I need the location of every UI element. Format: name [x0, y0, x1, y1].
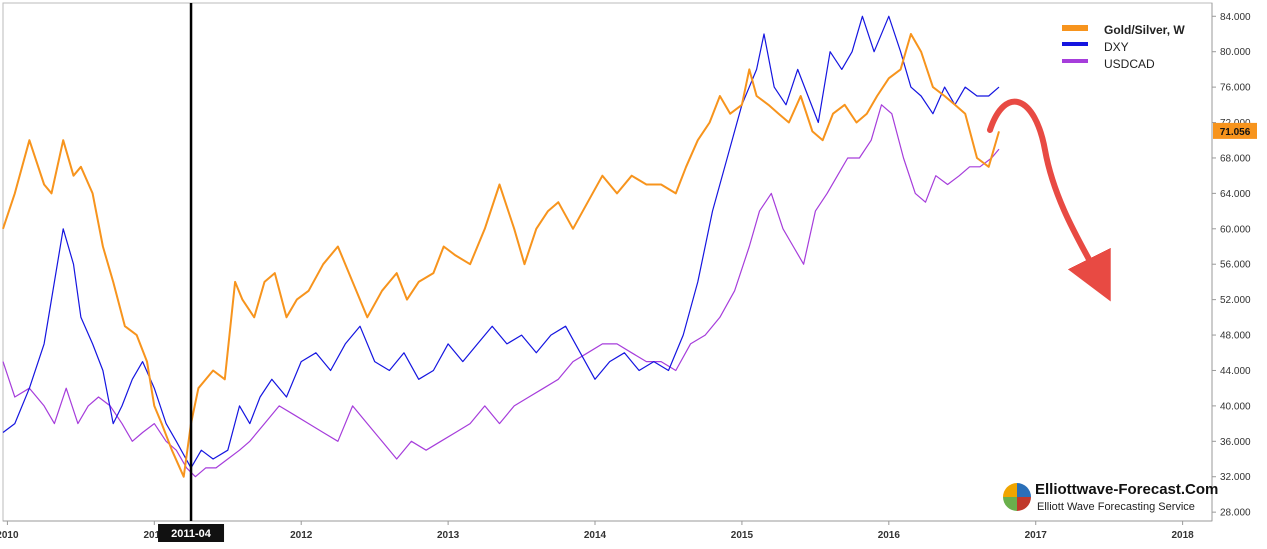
watermark-title: Elliottwave-Forecast.Com: [1035, 481, 1219, 498]
y-tick-label: 36.000: [1220, 437, 1251, 448]
legend-swatch: [1062, 59, 1088, 63]
x-tick-label: 2017: [1025, 530, 1048, 541]
logo-icon: [1003, 483, 1031, 511]
y-tick-label: 44.000: [1220, 366, 1251, 377]
y-tick-label: 64.000: [1220, 189, 1251, 200]
x-tick-label: 2018: [1171, 530, 1194, 541]
series-line-usdcad: [2, 104, 1000, 478]
watermark: Elliottwave-Forecast.Com Elliott Wave Fo…: [1003, 480, 1218, 516]
legend-swatch: [1062, 42, 1088, 46]
plot-frame: [2, 2, 1213, 522]
legend: Gold/Silver, W DXY USDCAD: [1062, 23, 1185, 71]
y-tick-label: 76.000: [1220, 83, 1251, 94]
y-tick-label: 48.000: [1220, 331, 1251, 342]
time-marker: 2011-04: [158, 3, 225, 542]
y-tick-label: 80.000: [1220, 47, 1251, 58]
series-line-dxy: [2, 15, 1000, 469]
marker-label-bg: [158, 524, 225, 542]
series-layer: [2, 15, 1000, 478]
last-value-label: 71.056: [1220, 127, 1251, 138]
legend-label: DXY: [1104, 40, 1129, 54]
x-tick-label: 2016: [878, 530, 901, 541]
y-tick-label: 56.000: [1220, 260, 1251, 271]
x-tick-label: 2011: [143, 530, 165, 541]
legend-label: USDCAD: [1104, 57, 1155, 71]
marker-label: 2011-04: [171, 528, 212, 540]
y-tick-label: 68.000: [1220, 153, 1251, 164]
x-tick-label: 2010: [0, 530, 19, 541]
y-axis-ticks: 84.00080.00076.00072.00068.00064.00060.0…: [1212, 12, 1251, 519]
y-tick-label: 28.000: [1220, 508, 1251, 519]
y-tick-label: 60.000: [1220, 224, 1251, 235]
x-axis-ticks: 2010 2011 2012 2013 2014 2015 2016 2017 2018: [0, 521, 1194, 541]
y-tick-label: 84.000: [1220, 12, 1251, 23]
watermark-subtitle: Elliott Wave Forecasting Service: [1037, 501, 1195, 513]
x-tick-label: 2015: [731, 530, 754, 541]
y-tick-label: 40.000: [1220, 401, 1251, 412]
last-value-badge: 71.056: [1213, 122, 1257, 139]
y-tick-label: 52.000: [1220, 295, 1251, 306]
projection-arrow: [987, 98, 1111, 302]
x-tick-label: 2012: [290, 530, 313, 541]
legend-swatch: [1062, 25, 1088, 31]
last-value-bg: [1213, 122, 1257, 139]
x-tick-label: 2013: [437, 530, 460, 541]
legend-label: Gold/Silver, W: [1104, 23, 1185, 37]
x-tick-label: 2014: [584, 530, 607, 541]
y-tick-label: 32.000: [1220, 472, 1251, 483]
series-line-gold-silver-w: [2, 33, 1000, 478]
